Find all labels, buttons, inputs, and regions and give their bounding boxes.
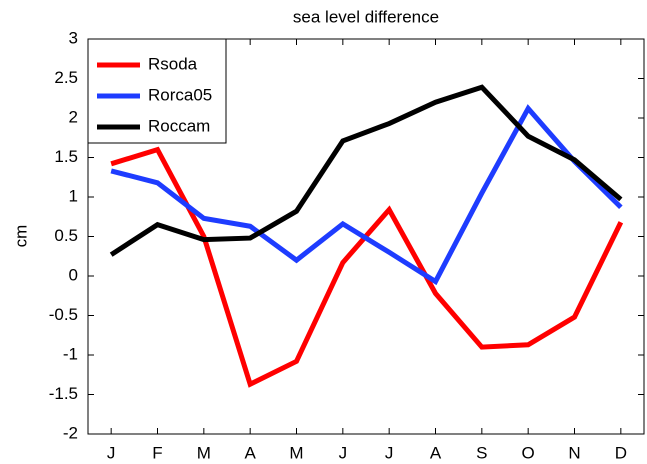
- chart-title: sea level difference: [293, 7, 439, 26]
- y-tick-label: -0.5: [49, 305, 78, 324]
- x-tick-label: N: [568, 443, 580, 462]
- y-tick-label: -1: [63, 344, 78, 363]
- legend-label: Rsoda: [148, 54, 198, 73]
- x-tick-label: O: [522, 443, 535, 462]
- y-tick-label: -2: [63, 423, 78, 442]
- legend-label: Roccam: [148, 116, 210, 135]
- y-tick-label: 2.5: [54, 68, 78, 87]
- x-tick-label: A: [244, 443, 256, 462]
- y-axis-label: cm: [11, 225, 30, 248]
- x-tick-label: J: [385, 443, 394, 462]
- y-tick-label: 1: [69, 186, 78, 205]
- y-tick-label: 0.5: [54, 226, 78, 245]
- line-series: [110, 104, 623, 286]
- x-tick-label: M: [197, 443, 211, 462]
- x-tick-label: A: [430, 443, 442, 462]
- y-tick-label: 2: [69, 107, 78, 126]
- y-tick-label: 0: [69, 265, 78, 284]
- y-tick-label: 3: [69, 28, 78, 47]
- x-tick-label: M: [289, 443, 303, 462]
- x-tick-label: D: [615, 443, 627, 462]
- x-tick-label: S: [476, 443, 487, 462]
- x-tick-label: J: [339, 443, 348, 462]
- line-series: [110, 146, 624, 388]
- y-tick-label: 1.5: [54, 147, 78, 166]
- x-tick-label: J: [107, 443, 116, 462]
- y-tick-label: -1.5: [49, 384, 78, 403]
- plot-frame: [87, 38, 645, 435]
- line-series: [109, 84, 623, 257]
- x-tick-label: F: [152, 443, 162, 462]
- legend-label: Rorca05: [148, 85, 212, 104]
